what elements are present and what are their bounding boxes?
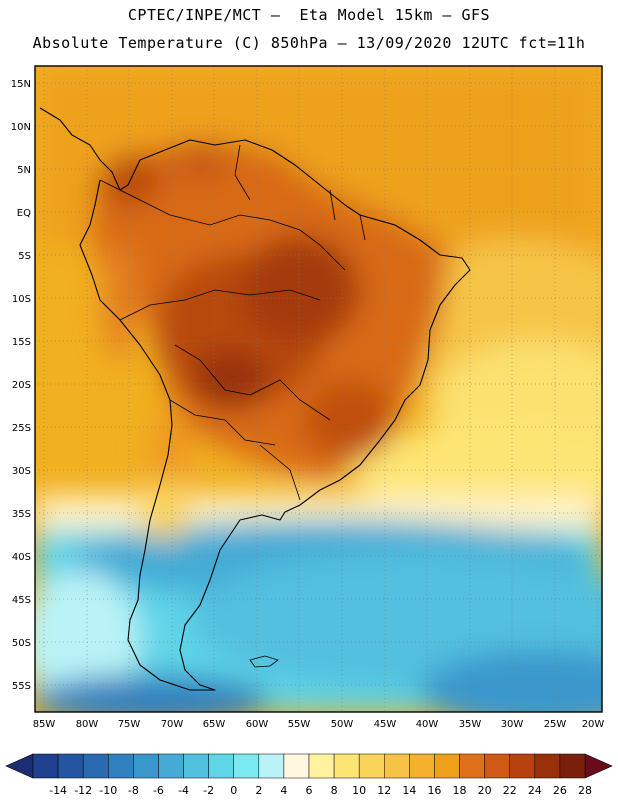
lon-label: 35W	[459, 719, 482, 730]
lon-label: 55W	[288, 719, 311, 730]
lat-label: 10N	[11, 122, 31, 133]
lat-label: 15N	[11, 79, 31, 90]
map-frame	[34, 65, 603, 713]
lat-label: EQ	[17, 208, 31, 219]
legend-under-arrow	[5, 753, 34, 779]
legend-color-box	[82, 753, 109, 779]
legend-label: 12	[377, 784, 391, 797]
lat-label: 5N	[17, 165, 31, 176]
lon-label: 40W	[416, 719, 439, 730]
lon-label: 50W	[331, 719, 354, 730]
legend-color-box	[509, 753, 536, 779]
lat-label: 55S	[12, 681, 31, 692]
legend-label: 14	[402, 784, 416, 797]
legend-label: -8	[128, 784, 139, 797]
legend-label: 6	[306, 784, 313, 797]
lon-label: 60W	[246, 719, 269, 730]
legend-color-box	[409, 753, 435, 779]
legend-label: 26	[553, 784, 567, 797]
lat-label: 35S	[12, 509, 31, 520]
lon-label: 20W	[582, 719, 605, 730]
legend-label: 28	[578, 784, 592, 797]
title-line-1: CPTEC/INPE/MCT – Eta Model 15km – GFS	[127, 6, 491, 24]
lat-label: 30S	[12, 466, 31, 477]
legend-label: 20	[478, 784, 492, 797]
title-line-2: Absolute Temperature (C) 850hPa – 13/09/…	[32, 34, 586, 52]
legend-color-box	[459, 753, 485, 779]
legend-color-box	[158, 753, 184, 779]
legend-label: 2	[255, 784, 262, 797]
lat-label: 45S	[12, 595, 31, 606]
legend-color-box	[283, 753, 310, 779]
legend-color-box	[384, 753, 410, 779]
legend-over-arrow	[584, 753, 613, 779]
temperature-map: 15N 10N 5N EQ 5S 10S 15S 20S 25S 30S 35S…	[11, 65, 605, 730]
country-borders	[99, 144, 366, 501]
falkland-islands	[249, 655, 279, 668]
legend-label: 0	[230, 784, 237, 797]
legend-color-box	[108, 753, 134, 779]
legend-label: 8	[331, 784, 338, 797]
lon-label: 25W	[544, 719, 567, 730]
legend-label: -6	[153, 784, 164, 797]
lon-label: 65W	[203, 719, 226, 730]
legend-label: -4	[178, 784, 189, 797]
lat-label: 20S	[12, 380, 31, 391]
legend-color-box	[233, 753, 260, 779]
legend-label: -2	[203, 784, 214, 797]
lat-label: 15S	[12, 337, 31, 348]
legend-color-box	[183, 753, 209, 779]
longitude-labels: 85W 80W 75W 70W 65W 60W 55W 50W 45W 40W …	[33, 719, 605, 730]
legend-color-box	[358, 753, 385, 779]
lon-label: 70W	[161, 719, 184, 730]
lon-label: 45W	[374, 719, 397, 730]
legend-label: -10	[99, 784, 117, 797]
lat-label: 25S	[12, 423, 31, 434]
legend-label: 24	[528, 784, 542, 797]
legend-label: -12	[74, 784, 92, 797]
legend-label: 10	[352, 784, 366, 797]
legend-label: 22	[503, 784, 517, 797]
temperature-field	[35, 66, 602, 712]
color-scale-legend: -14 -12 -10 -8 -6 -4 -2 0 2 4 6 8 10 12 14 16 18 20 22 24 26…	[5, 753, 613, 797]
south-america-coastline	[39, 107, 471, 691]
legend-label: 4	[280, 784, 287, 797]
legend-color-box	[32, 753, 59, 779]
lon-label: 80W	[76, 719, 99, 730]
legend-color-box	[308, 753, 335, 779]
legend-color-box	[208, 753, 234, 779]
graticule	[35, 66, 602, 712]
legend-label: -14	[49, 784, 67, 797]
latitude-labels: 15N 10N 5N EQ 5S 10S 15S 20S 25S 30S 35S…	[11, 79, 31, 692]
legend-color-box	[258, 753, 285, 779]
legend-label: 16	[427, 784, 441, 797]
legend-label: 18	[453, 784, 467, 797]
legend-color-box	[133, 753, 159, 779]
legend-color-box	[534, 753, 561, 779]
lon-label: 85W	[33, 719, 56, 730]
lat-label: 40S	[12, 552, 31, 563]
legend-color-box	[559, 753, 586, 779]
legend-color-box	[434, 753, 460, 779]
lat-label: 10S	[12, 294, 31, 305]
legend-color-box	[333, 753, 360, 779]
lon-label: 75W	[118, 719, 141, 730]
lat-label: 50S	[12, 638, 31, 649]
legend-color-box	[484, 753, 510, 779]
lat-label: 5S	[18, 251, 31, 262]
legend-color-box	[57, 753, 84, 779]
lon-label: 30W	[501, 719, 524, 730]
